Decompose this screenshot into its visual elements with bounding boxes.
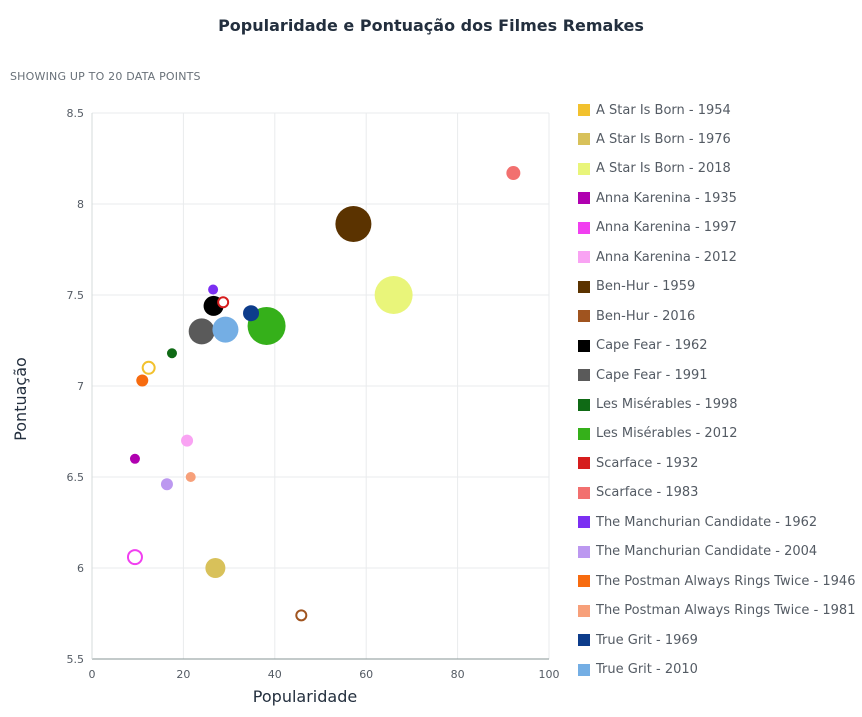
y-tick-label: 6.5 [67,471,85,484]
data-point[interactable]: The Postman Always Rings Twice - 1981 [185,472,196,482]
legend-item[interactable]: A Star Is Born - 2018 [578,159,731,179]
legend-item[interactable]: Cape Fear - 1962 [578,336,708,356]
x-axis-label: Popularidade [253,687,357,706]
legend-item[interactable]: Scarface - 1932 [578,453,698,473]
legend-label: Les Misérables - 1998 [596,397,738,412]
y-tick-label: 7.5 [67,289,85,302]
x-tick-label: 80 [451,668,465,681]
legend-item[interactable]: Anna Karenina - 1997 [578,218,737,238]
legend-swatch [578,280,590,293]
legend-label: Scarface - 1983 [596,485,699,501]
legend-swatch [578,663,590,676]
legend-label: A Star Is Born - 2018 [596,161,731,177]
legend-swatch [578,486,590,499]
data-point[interactable]: True Grit - 1969 [243,305,260,322]
legend-label: The Manchurian Candidate - 2004 [596,544,818,560]
legend-swatch [578,310,590,323]
legend-item[interactable]: True Grit - 2010 [578,660,698,680]
x-tick-label: 40 [268,668,282,681]
legend-item[interactable]: The Postman Always Rings Twice - 1946 [578,571,855,591]
legend-item[interactable]: Ben-Hur - 2016 [578,306,695,326]
legend-item[interactable]: Ben-Hur - 1959 [578,277,695,297]
data-point[interactable]: A Star Is Born - 1954 [141,360,156,375]
legend-label: Scarface - 1932 [596,455,699,471]
axes: 0 20 40 60 80 100 5.5 6 6.5 7 7.5 8 8.5 [67,107,560,681]
legend-swatch [578,575,590,588]
legend-label: Anna Karenina - 1935 [596,190,737,206]
y-tick-label: 8.5 [67,107,85,120]
legend-label: Anna Karenina - 1997 [596,220,737,236]
x-tick-label: 100 [539,668,560,681]
data-point[interactable]: Anna Karenina - 1935 [129,453,140,464]
chart-title: Popularidade e Pontuação dos Filmes Rema… [218,16,644,35]
legend-item[interactable]: Scarface - 1983 [578,483,698,503]
legend-swatch [578,104,590,116]
legend-item[interactable]: Cape Fear - 1991 [578,365,708,385]
data-point[interactable]: Cape Fear - 1991 [188,318,215,345]
legend-label: Anna Karenina - 2012 [596,249,737,265]
legend-label: A Star Is Born - 1976 [596,131,731,147]
x-tick-label: 20 [176,668,190,681]
legend-label: The Manchurian Candidate - 1962 [596,514,818,530]
data-point[interactable]: Anna Karenina - 2012 [181,434,194,447]
legend-item[interactable]: The Postman Always Rings Twice - 1981 [578,601,855,621]
x-tick-label: 0 [89,668,96,681]
grid-lines [92,112,550,659]
data-point[interactable]: Scarface - 1932 [217,296,230,309]
legend-item[interactable]: Les Misérables - 1998 [578,395,738,415]
legend-swatch [578,427,590,440]
data-point[interactable]: The Manchurian Candidate - 1962 [208,284,219,295]
legend-swatch [578,369,590,382]
data-point[interactable]: The Manchurian Candidate - 2004 [160,478,173,491]
legend-label: The Postman Always Rings Twice - 1946 [596,573,856,589]
legend-swatch [578,221,590,234]
x-tick-label: 60 [359,668,373,681]
legend-swatch [578,604,590,617]
legend-label: True Grit - 2010 [596,662,698,678]
legend-label: The Postman Always Rings Twice - 1981 [596,603,856,619]
data-point[interactable]: Les Misérables - 1998 [166,348,177,359]
legend-swatch [578,251,590,264]
legend-swatch [578,634,590,647]
y-tick-label: 8 [77,198,84,211]
legend-swatch [578,398,590,411]
data-point[interactable]: A Star Is Born - 2018 [374,276,413,314]
data-points: A Star Is Born - 2018Les Misérables - 20… [126,166,521,622]
data-point[interactable]: Ben-Hur - 1959 [335,206,372,243]
legend-item[interactable]: The Manchurian Candidate - 1962 [578,512,817,532]
data-point[interactable]: The Postman Always Rings Twice - 1946 [136,374,149,387]
y-axis-label: Pontuação [11,357,30,441]
legend-swatch [578,516,590,529]
legend-item[interactable]: True Grit - 1969 [578,630,698,650]
legend-swatch [578,133,590,146]
legend-label: Les Misérables - 2012 [596,426,738,442]
legend-swatch [578,339,590,352]
legend-label: Cape Fear - 1962 [596,338,708,354]
data-point[interactable]: A Star Is Born - 1976 [205,558,226,578]
legend-item[interactable]: A Star Is Born - 1976 [578,129,731,149]
data-point[interactable]: Ben-Hur - 2016 [295,609,308,622]
legend-swatch [578,457,590,470]
legend-label: Cape Fear - 1991 [596,367,708,383]
legend-swatch [578,545,590,558]
legend-swatch [578,162,590,175]
data-point[interactable]: Anna Karenina - 1997 [126,549,143,566]
legend-item[interactable]: Les Misérables - 2012 [578,424,738,444]
legend-label: True Grit - 1969 [596,632,698,648]
y-tick-label: 6 [77,562,84,575]
data-point[interactable]: Scarface - 1983 [506,166,521,181]
legend-item[interactable]: A Star Is Born - 1954 [578,100,731,120]
data-point[interactable]: True Grit - 2010 [212,316,239,343]
y-tick-label: 7 [77,380,84,393]
legend-item[interactable]: Anna Karenina - 2012 [578,247,737,267]
legend-swatch [578,192,590,205]
legend-label: Ben-Hur - 2016 [596,308,696,324]
legend-label: A Star Is Born - 1954 [596,102,731,118]
y-tick-label: 5.5 [67,653,85,666]
legend-label: Ben-Hur - 1959 [596,279,696,295]
legend-item[interactable]: Anna Karenina - 1935 [578,188,737,208]
chart-subtitle: SHOWING UP TO 20 DATA POINTS [10,70,201,83]
legend-item[interactable]: The Manchurian Candidate - 2004 [578,542,817,562]
